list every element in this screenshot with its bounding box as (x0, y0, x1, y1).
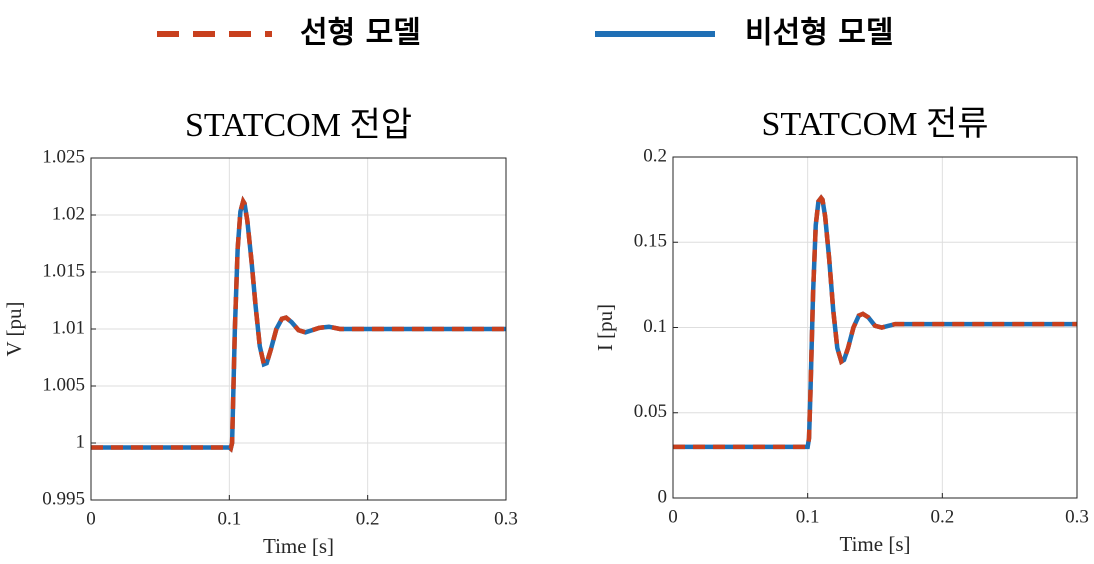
y-tick-label: 0.15 (634, 231, 667, 252)
x-tick-label: 0.2 (930, 506, 954, 527)
x-tick-label: 0.3 (494, 508, 518, 529)
legend-label: 비선형 모델 (745, 16, 893, 51)
y-tick-label: 1 (76, 431, 86, 452)
y-tick-label: 0.05 (634, 401, 667, 422)
axes-box (90, 157, 507, 501)
series-line (91, 195, 506, 453)
x-tick-label: 0 (668, 506, 678, 527)
x-tick-label: 0.2 (356, 508, 380, 529)
y-tick-label: 0.2 (643, 145, 667, 166)
y-tick-label: 1.025 (42, 146, 85, 167)
axes-box (672, 156, 1078, 499)
y-tick-label: 0 (658, 486, 668, 507)
y-tick-label: 1.015 (42, 260, 85, 281)
x-axis-label: Time [s] (263, 534, 334, 558)
y-axis-label: I [pu] (593, 304, 617, 351)
y-tick-label: 0.995 (42, 488, 85, 509)
chart-title: STATCOM 전압 (185, 107, 412, 144)
series-line (673, 194, 1077, 450)
x-tick-label: 0.3 (1065, 506, 1089, 527)
y-tick-label: 1.02 (52, 203, 85, 224)
x-tick-label: 0 (86, 508, 96, 529)
chart-title: STATCOM 전류 (761, 106, 988, 143)
x-tick-label: 0.1 (217, 508, 241, 529)
x-axis-label: Time [s] (840, 532, 911, 556)
legend-label: 선형 모델 (300, 16, 421, 51)
y-tick-label: 1.01 (52, 317, 85, 338)
y-tick-label: 0.1 (643, 316, 667, 337)
x-tick-label: 0.1 (796, 506, 820, 527)
y-tick-label: 1.005 (42, 374, 85, 395)
y-axis-label: V [pu] (2, 301, 26, 356)
